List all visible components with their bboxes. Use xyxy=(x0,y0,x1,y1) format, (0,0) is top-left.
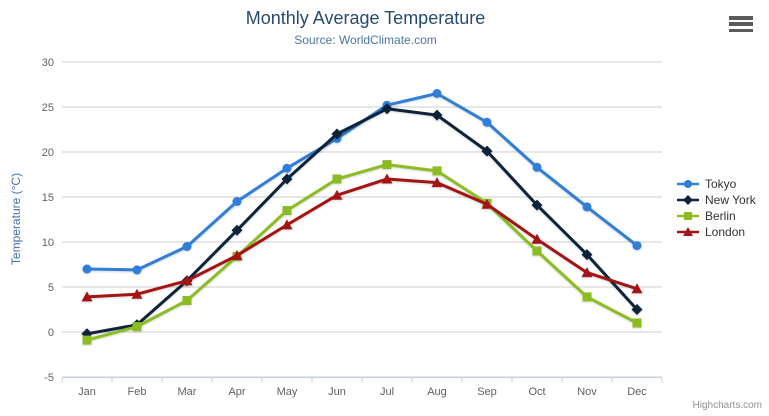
x-axis-tick-label: Jan xyxy=(78,386,96,398)
legend-item-new-york[interactable]: New York xyxy=(676,192,756,208)
diamond-series-marker-icon xyxy=(677,195,699,205)
circle-marker[interactable] xyxy=(532,162,542,172)
square-marker[interactable] xyxy=(132,322,142,332)
diamond-marker xyxy=(683,195,693,205)
diamond-marker[interactable] xyxy=(281,173,293,185)
diamond-marker[interactable] xyxy=(631,304,643,315)
circle-marker[interactable] xyxy=(432,89,442,98)
square-marker[interactable] xyxy=(632,318,642,328)
y-axis-title: Temperature (°C) xyxy=(9,172,23,266)
square-series-marker-icon xyxy=(677,211,699,221)
chart-title: Monthly Average Temperature xyxy=(245,8,486,28)
series-line-new-york[interactable] xyxy=(85,107,639,336)
triangle-marker[interactable] xyxy=(181,275,193,286)
y-axis-tick-label: 10 xyxy=(42,237,54,249)
legend-label: London xyxy=(705,225,746,239)
circle-marker[interactable] xyxy=(232,197,242,206)
circle-marker[interactable] xyxy=(282,163,292,173)
triangle-marker[interactable] xyxy=(231,250,243,260)
circle-series-marker-icon xyxy=(677,179,699,189)
square-marker[interactable] xyxy=(282,206,292,215)
square-marker[interactable] xyxy=(332,174,342,184)
x-axis-tick-label: May xyxy=(277,386,298,398)
legend-item-tokyo[interactable]: Tokyo xyxy=(676,176,756,192)
triangle-marker[interactable] xyxy=(331,189,343,200)
circle-marker[interactable] xyxy=(132,265,142,275)
circle-marker[interactable] xyxy=(582,202,592,212)
diamond-marker[interactable] xyxy=(331,128,343,140)
circle-marker[interactable] xyxy=(82,264,92,274)
circle-marker[interactable] xyxy=(632,241,642,251)
square-marker xyxy=(683,211,693,221)
chart-context-menu-button[interactable] xyxy=(728,14,754,34)
series-tokyo xyxy=(82,89,642,275)
y-axis-tick-label: 5 xyxy=(48,282,54,294)
x-axis-tick-label: Apr xyxy=(228,386,245,398)
legend-label: New York xyxy=(705,193,756,207)
legend: Tokyo New York Berlin London xyxy=(676,176,756,240)
hamburger-icon xyxy=(729,16,753,20)
diamond-marker[interactable] xyxy=(581,249,593,261)
triangle-series-marker-icon xyxy=(677,227,699,237)
triangle-marker[interactable] xyxy=(281,219,293,230)
x-axis-tick-label: Oct xyxy=(528,386,545,398)
y-axis-tick-label: 0 xyxy=(48,327,54,339)
triangle-marker[interactable] xyxy=(381,173,393,184)
x-axis-tick-label: Aug xyxy=(427,386,447,398)
x-axis-tick-label: Feb xyxy=(128,386,147,398)
y-axis-tick-label: 30 xyxy=(42,57,54,69)
chart-subtitle: Source: WorldClimate.com xyxy=(294,33,437,47)
circle-marker[interactable] xyxy=(182,242,192,251)
triangle-marker[interactable] xyxy=(631,283,643,294)
square-marker[interactable] xyxy=(432,166,442,176)
square-marker[interactable] xyxy=(382,160,392,170)
triangle-marker[interactable] xyxy=(431,177,443,188)
triangle-marker xyxy=(683,227,693,237)
triangle-marker[interactable] xyxy=(481,198,493,209)
series-line-berlin[interactable] xyxy=(85,163,639,342)
series-line-london[interactable] xyxy=(85,177,639,299)
triangle-marker[interactable] xyxy=(531,233,543,244)
diamond-marker[interactable] xyxy=(231,224,243,236)
x-axis-tick-label: Jul xyxy=(380,386,394,398)
y-axis-tick-label: 20 xyxy=(42,147,54,159)
diamond-marker[interactable] xyxy=(381,103,393,115)
diamond-marker[interactable] xyxy=(481,145,493,157)
x-axis-tick-label: Sep xyxy=(477,386,497,398)
triangle-marker[interactable] xyxy=(81,291,93,302)
x-axis-tick-label: Dec xyxy=(627,386,647,398)
hamburger-icon-bar xyxy=(729,28,753,32)
square-marker[interactable] xyxy=(532,246,542,256)
triangle-marker[interactable] xyxy=(131,288,143,299)
hamburger-icon-bar xyxy=(729,22,753,26)
legend-item-berlin[interactable]: Berlin xyxy=(676,208,756,224)
y-axis-tick-label: 15 xyxy=(42,192,54,204)
y-axis-tick-label: 25 xyxy=(42,102,54,114)
credits-link[interactable]: Highcharts.com xyxy=(692,400,762,411)
x-axis-tick-label: Nov xyxy=(577,386,597,398)
series-london xyxy=(81,173,643,302)
legend-label: Tokyo xyxy=(705,177,737,191)
circle-marker[interactable] xyxy=(482,117,492,127)
triangle-marker[interactable] xyxy=(581,267,593,278)
legend-label: Berlin xyxy=(705,209,736,223)
square-marker[interactable] xyxy=(182,296,192,305)
circle-marker xyxy=(683,179,693,189)
square-marker[interactable] xyxy=(582,292,592,302)
x-axis-tick-label: Mar xyxy=(178,386,197,398)
series-new-york xyxy=(81,103,643,340)
y-axis-tick-label: -5 xyxy=(44,372,54,384)
diamond-marker[interactable] xyxy=(431,109,443,121)
x-axis-tick-label: Jun xyxy=(328,386,346,398)
legend-item-london[interactable]: London xyxy=(676,224,756,240)
diamond-marker[interactable] xyxy=(531,199,543,211)
square-marker[interactable] xyxy=(82,335,92,345)
